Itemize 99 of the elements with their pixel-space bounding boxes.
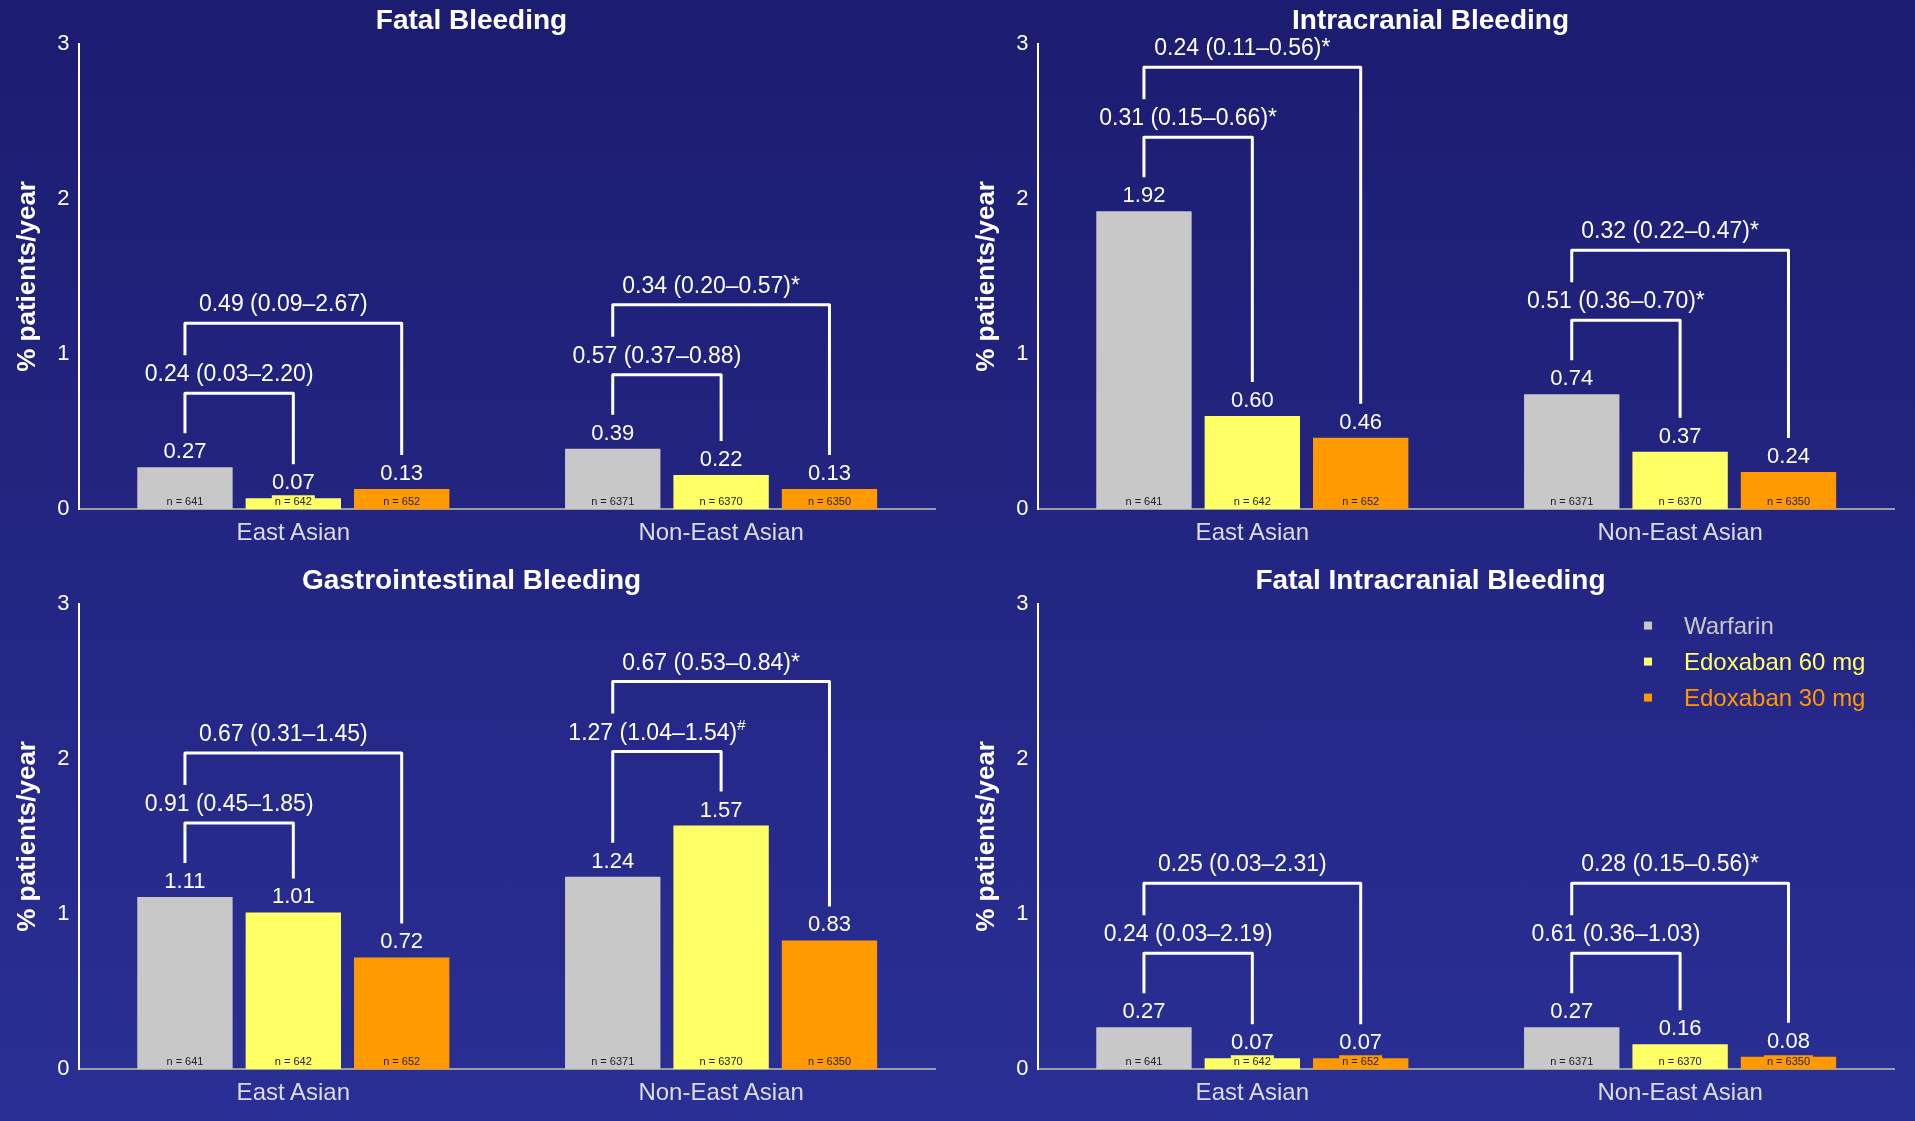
data-label: 0.07 (271, 469, 315, 495)
data-label: 0.08 (1767, 1027, 1810, 1053)
annotation: n = 652 (1342, 1055, 1380, 1068)
y-tick-label: 2 (57, 744, 70, 770)
data-label: 0.13 (808, 460, 851, 486)
annotation: n = 6371 (1550, 1055, 1594, 1068)
data-label: 0.22 (699, 446, 743, 472)
annotation: 0.32 (0.22–0.47)* (1581, 217, 1760, 244)
annotation: n = 6350 (807, 1055, 852, 1068)
data-label: 0.46 (1339, 408, 1383, 434)
annotation: 1.27 (1.04–1.54)# (568, 716, 747, 745)
x-tick-label: Non-East Asian (1597, 518, 1763, 546)
data-label: 0.37 (1658, 422, 1702, 448)
legend-label: Warfarin (1684, 611, 1774, 639)
annotation: n = 6370 (1658, 495, 1702, 508)
y-axis-title: % patients/year (10, 741, 41, 932)
y-tick-label: 3 (1016, 589, 1029, 615)
annotation: 0.61 (0.36–1.03) (1531, 920, 1701, 947)
annotation: n = 642 (274, 495, 312, 508)
data-label: 0.60 (1230, 387, 1274, 413)
x-tick-label: East Asian (236, 1078, 351, 1106)
data-label: 0.07 (1339, 1029, 1383, 1055)
chart-title: Gastrointestinal Bleeding (301, 563, 642, 595)
data-label: 0.07 (1230, 1029, 1274, 1055)
annotation: n = 6370 (699, 1055, 743, 1068)
y-tick-label: 1 (57, 340, 70, 366)
data-label: 0.83 (808, 911, 851, 937)
y-axis-title: % patients/year (10, 181, 41, 372)
data-label: 0.27 (163, 438, 207, 464)
annotation: n = 642 (1233, 495, 1271, 508)
data-label: 1.92 (1122, 182, 1166, 208)
annotation: 0.24 (0.11–0.56)* (1154, 34, 1331, 61)
data-label: 1.11 (164, 867, 206, 893)
y-tick-label: 0 (1016, 1055, 1029, 1081)
annotation: 0.25 (0.03–2.31) (1157, 850, 1327, 877)
data-label: 0.27 (1550, 998, 1594, 1024)
y-tick-label: 3 (57, 29, 70, 55)
x-tick-label: East Asian (1195, 1078, 1310, 1106)
y-tick-label: 2 (1016, 744, 1029, 770)
y-tick-label: 2 (57, 184, 70, 210)
y-tick-label: 2 (1016, 184, 1029, 210)
data-label: 0.16 (1658, 1015, 1702, 1041)
annotation: n = 641 (166, 1055, 204, 1068)
annotation: n = 652 (383, 495, 421, 508)
annotation: 0.57 (0.37–0.88) (572, 341, 742, 368)
annotation: 0.49 (0.09–2.67) (198, 290, 368, 317)
data-label: 0.27 (1122, 998, 1166, 1024)
y-tick-label: 0 (1016, 495, 1029, 521)
annotation: n = 6350 (807, 495, 852, 508)
annotation: n = 6371 (591, 495, 635, 508)
annotation: 0.67 (0.53–0.84)* (622, 648, 801, 675)
data-label: 0.74 (1550, 365, 1594, 391)
y-axis-title: % patients/year (969, 741, 1000, 932)
annotation: n = 6371 (1550, 495, 1594, 508)
x-tick-label: Non-East Asian (638, 518, 804, 546)
annotation: 0.28 (0.15–0.56)* (1581, 850, 1760, 877)
annotation: n = 652 (1342, 495, 1380, 508)
y-axis-title: % patients/year (969, 181, 1000, 372)
annotation: n = 641 (1125, 495, 1163, 508)
x-tick-label: East Asian (1195, 518, 1310, 546)
annotation: 0.67 (0.31–1.45) (198, 719, 368, 746)
y-tick-label: 0 (57, 495, 70, 521)
y-tick-label: 1 (1016, 340, 1029, 366)
annotation: 0.34 (0.20–0.57)* (622, 271, 801, 298)
y-tick-label: 1 (57, 900, 70, 926)
data-label: 0.39 (591, 419, 635, 445)
chart-title: Fatal Intracranial Bleeding (1255, 563, 1606, 595)
data-label: 0.24 (1767, 442, 1810, 468)
annotation: n = 6371 (591, 1055, 635, 1068)
annotation: n = 642 (274, 1055, 312, 1068)
annotation: 0.24 (0.03–2.19) (1103, 920, 1273, 947)
annotation: n = 6350 (1766, 1055, 1811, 1068)
annotation: 0.91 (0.45–1.85) (144, 789, 314, 816)
y-tick-label: 0 (57, 1055, 70, 1081)
annotation: n = 642 (1233, 1055, 1271, 1068)
annotation: n = 652 (383, 1055, 421, 1068)
annotation: n = 641 (166, 495, 204, 508)
data-label: 1.57 (699, 796, 743, 822)
annotation: n = 641 (1125, 1055, 1163, 1068)
data-label: 0.72 (380, 928, 424, 954)
data-label: 0.13 (380, 460, 424, 486)
y-tick-label: 3 (1016, 29, 1029, 55)
annotation: 0.51 (0.36–0.70)* (1527, 287, 1705, 314)
legend-label: Edoxaban 30 mg (1684, 683, 1866, 711)
annotation: 0.24 (0.03–2.20) (144, 360, 314, 387)
y-tick-label: 3 (57, 589, 70, 615)
data-label: 1.24 (591, 847, 635, 873)
annotation: n = 6350 (1766, 495, 1811, 508)
legend-label: Edoxaban 60 mg (1684, 647, 1866, 675)
chart-title: Intracranial Bleeding (1292, 3, 1569, 35)
y-tick-label: 1 (1016, 900, 1029, 926)
x-tick-label: Non-East Asian (1597, 1078, 1763, 1106)
x-tick-label: East Asian (236, 518, 351, 546)
annotation: n = 6370 (1658, 1055, 1702, 1068)
annotation: 0.31 (0.15–0.66)* (1099, 104, 1278, 131)
data-label: 1.01 (271, 883, 315, 909)
x-tick-label: Non-East Asian (638, 1078, 804, 1106)
chart-title: Fatal Bleeding (375, 3, 568, 35)
annotation: n = 6370 (699, 495, 743, 508)
